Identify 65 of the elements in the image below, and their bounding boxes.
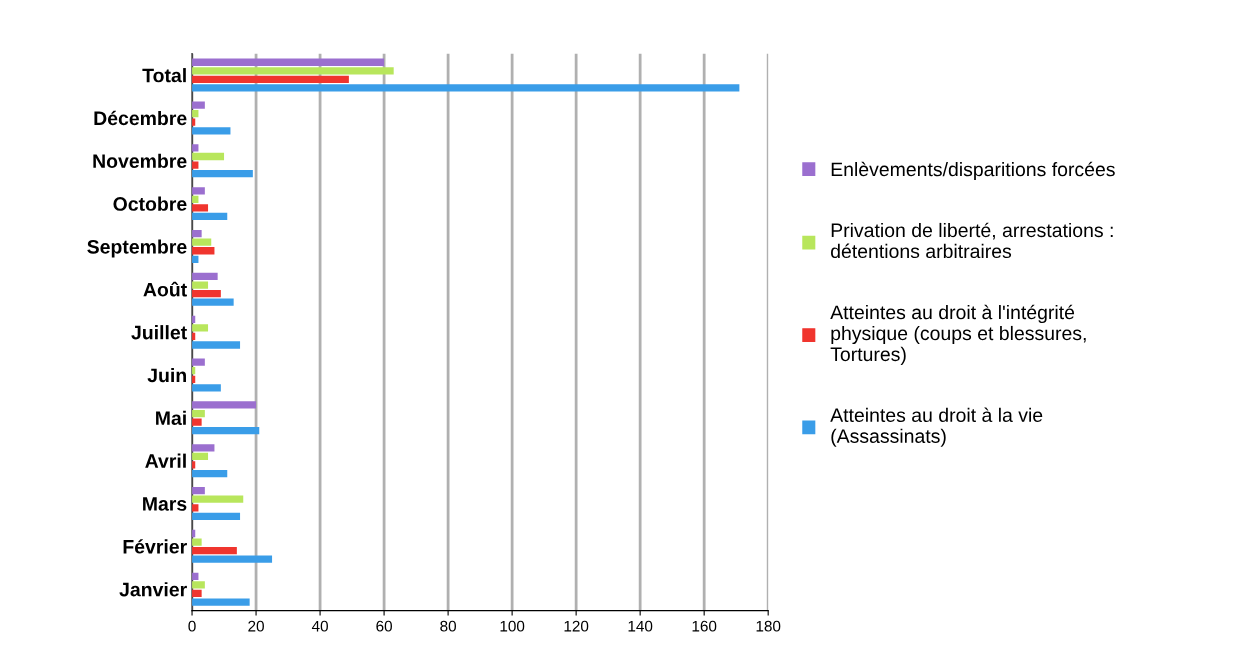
- legend-label: Privation de liberté, arrestations : détentions arbitraires: [831, 222, 1113, 259]
- y-tick-label: Septembre: [87, 239, 187, 258]
- x-tick-label: 160: [692, 620, 717, 632]
- bar: [192, 512, 241, 520]
- bar: [192, 589, 202, 598]
- bar: [192, 581, 205, 589]
- bar: [192, 75, 349, 84]
- legend-label: Atteintes au droit à l'intégrité physique (coups et blessures, Tortures): [830, 304, 1086, 365]
- bar: [192, 127, 231, 135]
- y-tick-label: Janvier: [119, 582, 187, 597]
- bar: [192, 598, 250, 606]
- y-tick-label: Mars: [143, 497, 187, 511]
- bar: [192, 212, 228, 221]
- bar: [192, 487, 205, 495]
- x-tick-label: 20: [248, 620, 264, 632]
- bar: [192, 452, 209, 461]
- bar: [192, 289, 221, 298]
- y-tick-label: Octobre: [113, 196, 187, 211]
- bar: [192, 495, 244, 503]
- bar: [192, 204, 209, 212]
- y-tick-label: Décembre: [94, 110, 187, 126]
- bar: [192, 358, 205, 366]
- bar: [192, 409, 205, 418]
- bar: [192, 238, 212, 246]
- bar: [192, 324, 209, 332]
- y-tick-label: Avril: [145, 453, 186, 468]
- bar: [192, 229, 202, 238]
- x-tick-label: 120: [564, 620, 589, 632]
- y-tick-label: Février: [123, 539, 187, 554]
- bar: [192, 247, 215, 255]
- bar: [192, 101, 205, 109]
- bar: [192, 538, 202, 546]
- x-tick-label: 100: [500, 620, 525, 632]
- bar: [192, 187, 205, 195]
- y-tick-label: Mai: [156, 410, 186, 426]
- bar: [192, 444, 215, 452]
- x-tick-label: 140: [628, 620, 653, 632]
- bar: [192, 418, 202, 426]
- x-tick-label: 80: [440, 620, 456, 632]
- bar: [192, 169, 253, 178]
- x-tick-label: 40: [311, 620, 328, 632]
- legend-label: Enlèvements/disparitions forcées: [831, 161, 1115, 181]
- bar: [192, 555, 273, 563]
- bar: [192, 401, 257, 409]
- legend-label: Atteintes au droit à la vie (Assassinats): [830, 407, 1043, 447]
- x-tick-label: 180: [756, 620, 781, 632]
- x-tick-label: 0: [188, 620, 196, 632]
- bar: [192, 272, 218, 281]
- y-tick-label: Total: [142, 68, 186, 83]
- bar: [192, 58, 385, 66]
- bar: [192, 152, 225, 161]
- bar: [192, 341, 241, 349]
- y-tick-label: Juin: [147, 367, 186, 383]
- bar: [192, 384, 221, 392]
- bar: [192, 427, 260, 435]
- bar: [192, 546, 237, 555]
- y-tick-label: Août: [143, 281, 187, 297]
- bar: [192, 67, 394, 75]
- bar: [192, 298, 234, 306]
- y-tick-label: Juillet: [131, 325, 187, 340]
- y-tick-label: Novembre: [93, 153, 187, 169]
- bar: [192, 84, 740, 92]
- bar: [192, 281, 209, 289]
- x-tick-label: 60: [376, 620, 392, 632]
- bar: [192, 469, 228, 478]
